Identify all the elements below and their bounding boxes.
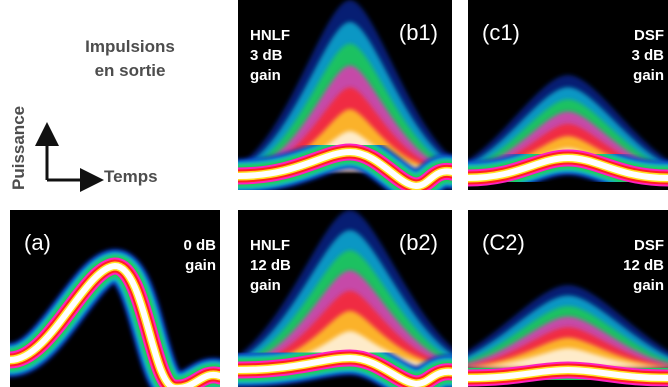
panel-note: gain [633,67,664,84]
panel-note: 0 dB [183,237,216,254]
panel-note: DSF [634,237,664,254]
panel-note: gain [250,277,281,294]
pulse-trace [238,148,452,190]
x-label: Temps [104,167,158,186]
panel-note: 12 dB [623,257,664,274]
y-label: Puissance [9,106,28,190]
panel-note: gain [185,257,216,274]
panel-note: DSF [634,27,664,44]
panel-label: (b2) [399,230,438,255]
panel: (C2) DSF 12 dB gain [468,210,668,387]
panel-note: gain [633,277,664,294]
panel-note: gain [250,67,281,84]
scope-content [468,285,668,387]
header-line: Impulsions [85,37,175,56]
scope-content [238,210,452,387]
pulse-trace [238,354,452,387]
scope-content [10,248,220,387]
panel-label: (a) [24,230,51,255]
header-line: en sortie [95,61,166,80]
panel-label: (C2) [482,230,525,255]
pulse-trace [10,262,220,387]
panel: (b1) HNLF 3 dB gain [238,0,452,190]
panel: (c1) DSF 3 dB gain [468,0,668,190]
panel-note: HNLF [250,237,290,254]
panel-note: HNLF [250,27,290,44]
panel-label: (c1) [482,20,520,45]
pulse-trace [468,366,668,381]
scope-content [238,0,452,190]
panel-note: 12 dB [250,257,291,274]
panel-label: (b1) [399,20,438,45]
panel-note: 3 dB [631,47,664,64]
panel: (a) 0 dB gain [10,210,220,387]
scope-content [468,75,668,190]
panel: (b2) HNLF 12 dB gain [238,210,452,387]
panels: (a) 0 dB gain (b1) HNLF 3 dB gain (c1) DSF 3 dB ga… [10,0,668,387]
panel-note: 3 dB [250,47,283,64]
pulse-trace [468,154,668,181]
